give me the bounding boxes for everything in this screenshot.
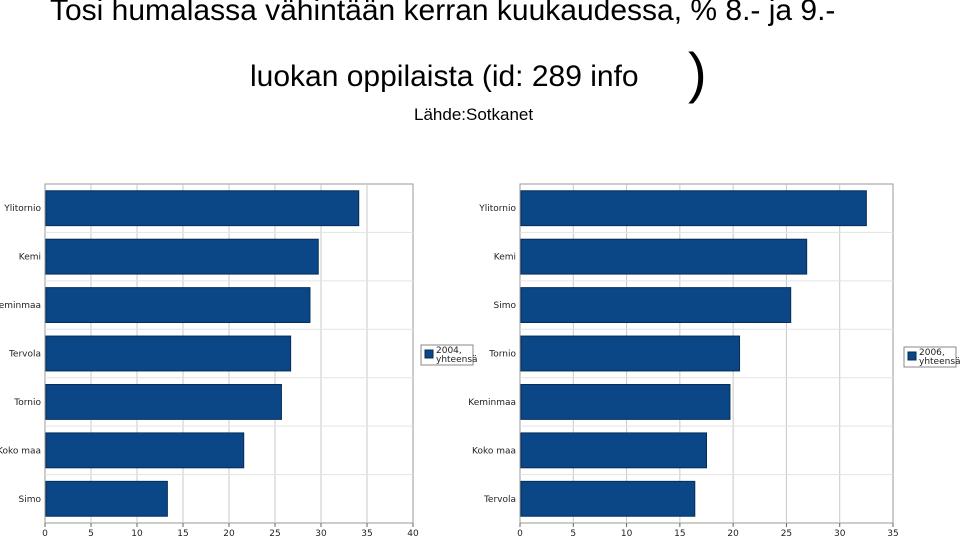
x-tick-label: 0 [42,529,48,539]
bar [520,287,792,324]
x-tick-label: 20 [223,529,235,539]
legend-swatch [424,349,434,359]
legend-label: 2004, [436,346,462,356]
x-tick-label: 5 [570,529,576,539]
category-label: Simo [494,301,517,311]
legend-label: 2006, [919,348,945,358]
x-tick-label: 25 [781,529,792,539]
x-tick-label: 35 [361,529,372,539]
bar [520,432,707,469]
x-tick-label: 30 [834,529,846,539]
bar [45,190,360,227]
legend: 2004,yhteensä [420,344,478,366]
x-tick-label: 40 [407,529,419,539]
page-title-paren: ) [688,41,707,104]
legend-swatch [907,351,917,361]
x-tick-label: 25 [269,529,280,539]
bar [45,287,311,324]
page-title-line2: luokan oppilaista (id: 289 info [250,60,639,93]
category-label: Ylitornio [478,204,516,214]
category-label: Ylitornio [3,204,41,214]
bar [45,432,245,469]
x-tick-label: 15 [177,529,188,539]
bar [520,335,741,372]
page-title-line1: Tosi humalassa vähintään kerran kuukaude… [50,0,836,27]
category-label: Tornio [13,398,41,408]
legend-box [420,344,474,366]
x-tick-label: 35 [887,529,898,539]
bar [520,480,696,517]
x-tick-label: 15 [674,529,685,539]
x-tick-label: 30 [315,529,327,539]
bar [45,335,292,372]
bar [520,238,808,275]
x-tick-label: 10 [131,529,143,539]
category-label: Kemi [494,253,516,263]
category-label: Koko maa [0,446,41,456]
bar [520,190,867,227]
x-tick-label: 0 [517,529,523,539]
category-label: Keminmaa [0,301,41,311]
legend-label: yhteensä [919,357,960,367]
category-label: Simo [19,495,42,505]
bar [45,383,282,420]
x-tick-label: 5 [88,529,94,539]
category-label: Tervola [483,495,516,505]
legend: 2006,yhteensä [903,346,960,368]
category-label: Keminmaa [468,398,516,408]
legend-label: yhteensä [436,355,478,365]
bar [45,480,168,517]
category-label: Kemi [19,253,41,263]
source-label: Lähde:Sotkanet [414,105,534,124]
legend-box [903,346,957,368]
category-label: Tornio [488,350,516,360]
x-tick-label: 10 [621,529,633,539]
bar [520,383,731,420]
x-tick-label: 20 [727,529,739,539]
category-label: Koko maa [472,446,516,456]
category-label: Tervola [8,350,41,360]
bar [45,238,319,275]
